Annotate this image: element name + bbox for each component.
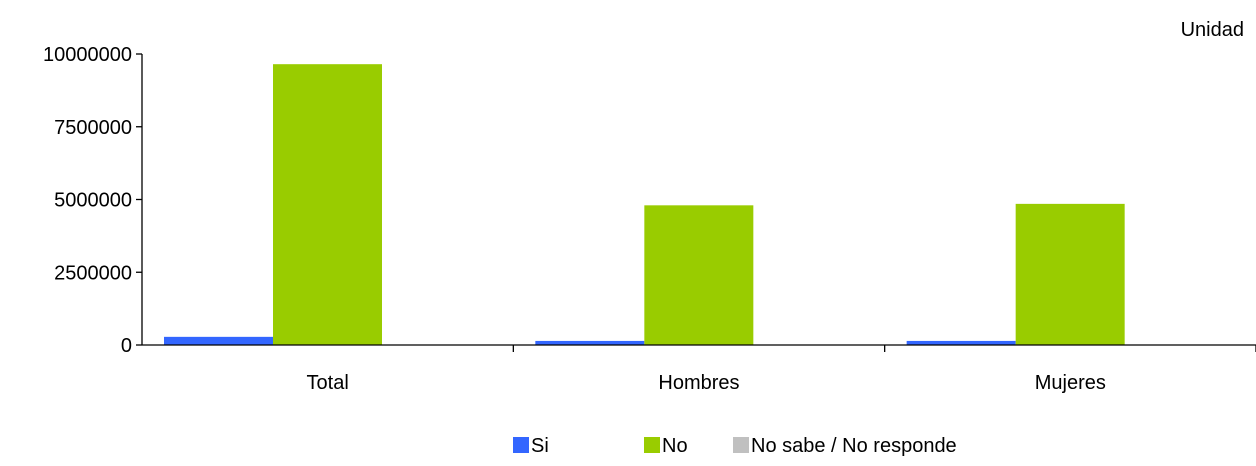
x-axis-tick-labels: Total Hombres Mujeres [307,372,1106,394]
legend: Si No No sabe / No responde [513,435,957,457]
legend-swatch-si [513,437,529,453]
chart-axes [136,53,1256,352]
legend-swatch-no-sabe-no-responde [733,437,749,453]
y-tick-label: 2500000 [54,262,132,284]
legend-label-no: No [662,435,688,457]
unit-label: Unidad [1181,19,1244,41]
bar-si-hombres [535,340,645,345]
bar-no-mujeres [1015,203,1125,345]
bar-si-total [164,336,273,345]
x-tick-label-hombres: Hombres [658,372,739,394]
x-tick-label-total: Total [307,372,349,394]
y-axis-tick-labels: 0 2500000 5000000 7500000 10000000 [43,44,132,357]
legend-swatch-no [644,437,660,453]
plot-bars [164,64,1125,345]
bar-no-total [273,64,382,345]
y-tick-label: 5000000 [54,190,132,212]
bar-si-mujeres [906,340,1016,345]
legend-label-no-sabe-no-responde: No sabe / No responde [751,435,957,457]
y-tick-label: 10000000 [43,44,132,66]
x-tick-label-mujeres: Mujeres [1035,372,1106,394]
legend-label-si: Si [531,435,549,457]
bar-no-hombres [644,205,754,345]
y-tick-label: 7500000 [54,117,132,139]
y-tick-label: 0 [121,335,132,357]
